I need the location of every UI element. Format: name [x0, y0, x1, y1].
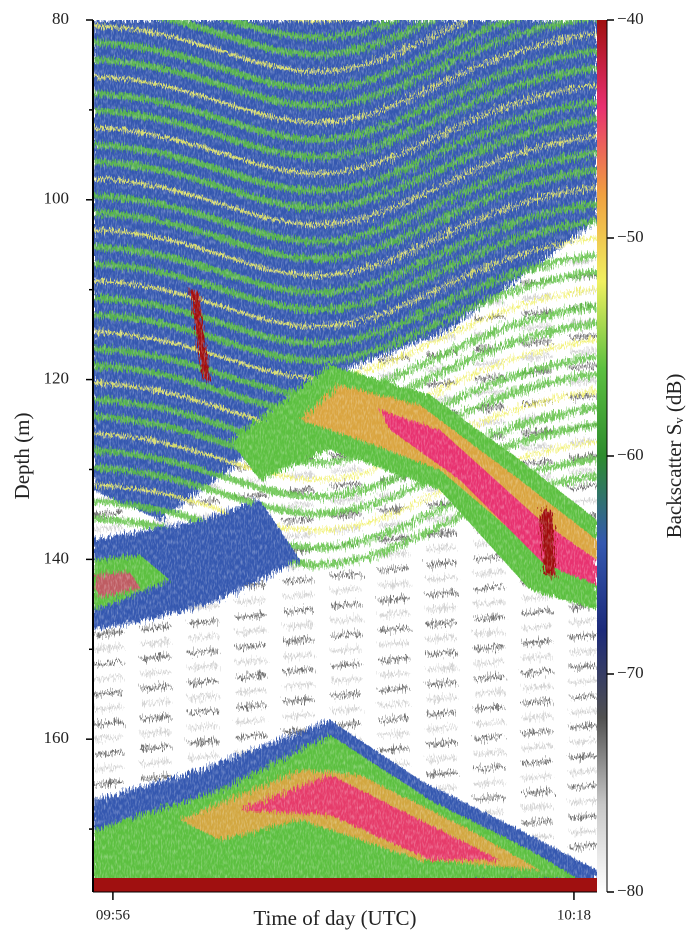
colorbar-tick-label: −60 — [617, 445, 644, 464]
y-tick-label: 120 — [44, 368, 70, 387]
x-tick-label: 10:18 — [557, 907, 591, 923]
x-tick-label: 09:56 — [96, 907, 131, 923]
y-axis-label: Depth (m) — [10, 413, 34, 500]
y-tick-label: 140 — [44, 548, 70, 567]
colorbar-tick-label: −50 — [617, 227, 644, 246]
chart: Time of day (UTC) Depth (m) Backscatter … — [0, 0, 691, 941]
colorbar-label: Backscatter Sᵥ (dB) — [662, 374, 686, 539]
echogram-image — [93, 0, 597, 905]
x-axis-label: Time of day (UTC) — [253, 906, 416, 930]
colorbar-tick-label: −70 — [617, 663, 644, 682]
colorbar-tick-label: −80 — [617, 881, 644, 900]
colorbar-tick-label: −40 — [617, 9, 644, 28]
y-tick-label: 100 — [44, 189, 70, 208]
colorbar — [597, 20, 607, 892]
y-tick-label: 160 — [44, 728, 70, 747]
y-tick-label: 80 — [52, 9, 69, 28]
